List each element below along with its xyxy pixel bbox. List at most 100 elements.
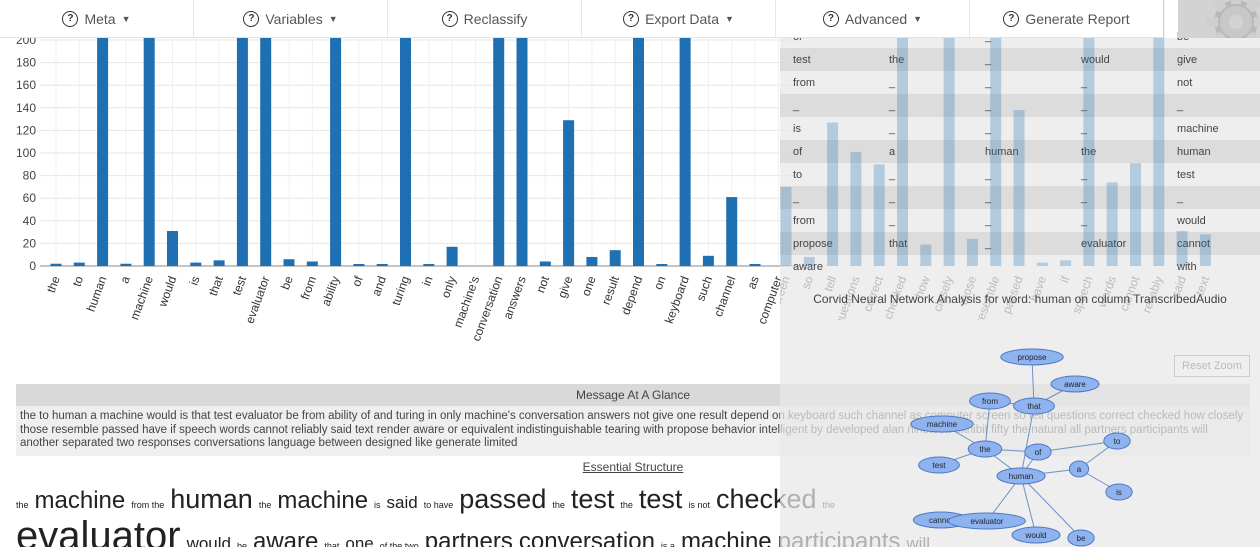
- bar-a[interactable]: [120, 263, 132, 266]
- network-node-propose[interactable]: propose: [1000, 348, 1064, 366]
- toolbar-export-data-button[interactable]: ? Export Data ▼: [582, 0, 776, 37]
- bar-evaluator[interactable]: [260, 30, 272, 266]
- x-tick-label: test: [229, 274, 249, 298]
- network-node-machine[interactable]: machine: [910, 415, 974, 433]
- bar-be[interactable]: [283, 259, 295, 266]
- cloud-word: partners: [424, 528, 513, 547]
- bar-as[interactable]: [749, 264, 761, 266]
- bar-ability[interactable]: [330, 30, 342, 266]
- toolbar-label: Variables: [265, 10, 323, 27]
- gear-icon: [1206, 0, 1260, 38]
- bar-that[interactable]: [213, 260, 225, 266]
- toolbar-variables-button[interactable]: ? Variables ▼: [194, 0, 388, 37]
- table-cell: _: [889, 76, 896, 89]
- bar-one[interactable]: [586, 256, 598, 266]
- network-node-to[interactable]: to: [1103, 432, 1131, 450]
- table-cell: test: [793, 53, 811, 66]
- cloud-word: the: [552, 500, 565, 510]
- table-cell: evaluator: [1081, 237, 1127, 250]
- table-cell: propose: [793, 237, 833, 250]
- bar-of[interactable]: [353, 264, 365, 266]
- toolbar-advanced-button[interactable]: ? Advanced ▼: [776, 0, 970, 37]
- network-node-the[interactable]: the: [967, 440, 1003, 458]
- network-node-a[interactable]: a: [1068, 460, 1090, 478]
- cloud-word: aware: [253, 528, 319, 547]
- bar-such[interactable]: [702, 255, 714, 266]
- network-node-would[interactable]: would: [1011, 526, 1061, 544]
- x-tick-label: only: [438, 274, 459, 299]
- x-tick-label: that: [206, 274, 226, 298]
- network-node-from[interactable]: from: [969, 392, 1011, 410]
- table-cell: that: [889, 237, 908, 250]
- bar-the[interactable]: [50, 263, 62, 266]
- table-cell: from: [793, 76, 815, 89]
- caret-down-icon: ▼: [725, 13, 734, 24]
- cloud-word: evaluator: [16, 514, 181, 547]
- table-cell: _: [793, 99, 800, 112]
- y-tick-label: 100: [16, 146, 36, 160]
- bar-from[interactable]: [306, 261, 318, 266]
- cloud-word: to have: [423, 500, 454, 510]
- svg-text:aware: aware: [1064, 380, 1086, 389]
- table-cell: _: [985, 76, 992, 89]
- bar-human[interactable]: [97, 30, 109, 266]
- network-node-of[interactable]: of: [1024, 443, 1052, 461]
- table-cell: would: [1177, 214, 1206, 227]
- help-icon: ?: [623, 10, 640, 27]
- bar-test[interactable]: [236, 30, 248, 266]
- cloud-word: that: [324, 541, 340, 547]
- cloud-word: machine: [34, 487, 126, 514]
- table-cell: _: [793, 191, 800, 204]
- network-node-be[interactable]: be: [1067, 529, 1095, 547]
- cloud-word: the: [258, 500, 272, 510]
- bar-on[interactable]: [656, 264, 668, 266]
- bar-to[interactable]: [73, 262, 85, 266]
- bar-machine[interactable]: [143, 30, 155, 266]
- x-tick-label: not: [533, 274, 552, 295]
- bar-answers[interactable]: [516, 30, 528, 266]
- x-tick-label: is: [186, 274, 202, 287]
- network-node-test[interactable]: test: [918, 456, 960, 474]
- toolbar-meta-button[interactable]: ? Meta ▼: [0, 0, 194, 37]
- cloud-word: one: [345, 534, 374, 547]
- table-cell: a: [889, 145, 896, 158]
- reset-zoom-button[interactable]: Reset Zoom: [1174, 355, 1250, 377]
- bar-channel[interactable]: [726, 197, 738, 266]
- toolbar-generate-report-button[interactable]: ? Generate Report: [970, 0, 1163, 37]
- y-tick-label: 60: [23, 191, 37, 205]
- toolbar-label: Export Data: [645, 10, 719, 27]
- cloud-word: test: [638, 484, 683, 514]
- plot-area: [40, 30, 800, 266]
- bar-result[interactable]: [609, 250, 621, 266]
- toolbar-label: Generate Report: [1025, 10, 1130, 27]
- bar-give[interactable]: [563, 120, 575, 266]
- network-node-evaluator[interactable]: evaluator: [948, 512, 1026, 530]
- bar-turing[interactable]: [400, 30, 411, 266]
- caret-down-icon: ▼: [328, 13, 338, 24]
- toolbar-reclassify-button[interactable]: ? Reclassify: [388, 0, 582, 37]
- network-node-is[interactable]: is: [1105, 483, 1133, 501]
- network-edge: [1020, 475, 1037, 536]
- word-network-graph[interactable]: propose aware from that machine the of to test hu…: [900, 340, 1260, 547]
- x-tick-label: of: [349, 274, 366, 289]
- bar-not[interactable]: [539, 261, 551, 266]
- network-node-that[interactable]: that: [1013, 397, 1055, 415]
- x-tick-label: turing: [389, 274, 412, 307]
- word-context-table: or_betestthe_wouldgivefrom___not_____is_…: [780, 25, 1260, 278]
- bar-is[interactable]: [190, 262, 202, 266]
- bar-would[interactable]: [167, 230, 178, 266]
- bar-keyboard[interactable]: [679, 30, 691, 266]
- bar-depend[interactable]: [633, 30, 644, 266]
- bar-conversation[interactable]: [493, 30, 505, 266]
- cloud-word: is: [374, 500, 381, 510]
- table-cell: the: [1081, 145, 1097, 158]
- x-tick-label: would: [155, 274, 179, 309]
- bar-and[interactable]: [376, 264, 388, 266]
- settings-gear-button[interactable]: [1178, 0, 1260, 38]
- bar-in[interactable]: [423, 264, 435, 266]
- network-node-human[interactable]: human: [996, 467, 1046, 485]
- svg-text:a: a: [1077, 465, 1082, 474]
- bar-only[interactable]: [446, 246, 458, 266]
- table-cell: _: [1081, 76, 1088, 89]
- network-node-aware[interactable]: aware: [1050, 375, 1100, 393]
